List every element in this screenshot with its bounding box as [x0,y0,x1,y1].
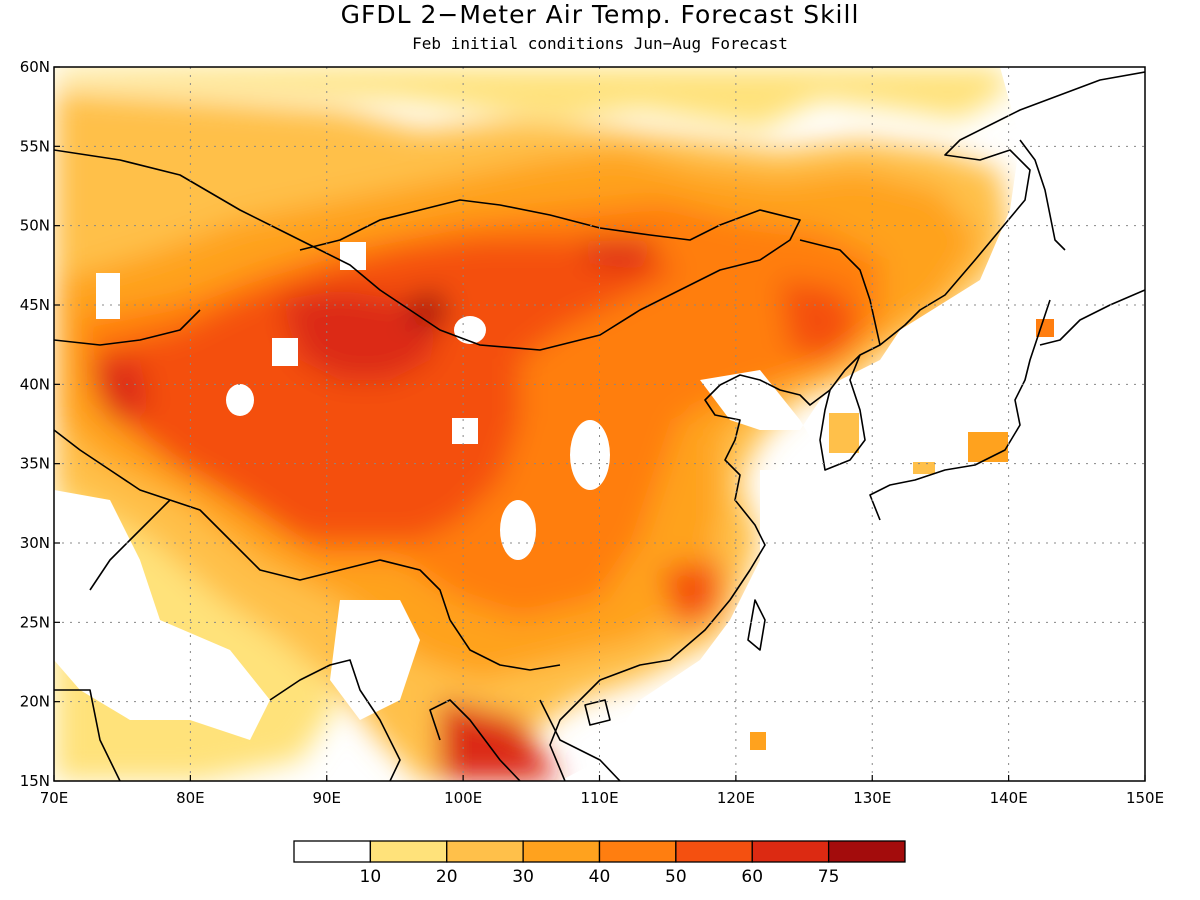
lon-tick-label: 100E [444,789,482,807]
colorbar-swatch [675,840,753,863]
lon-tick-label: 140E [990,789,1028,807]
lat-tick-label: 60N [20,58,50,76]
colorbar-swatch [369,840,448,863]
colorbar-swatch [598,840,677,863]
lat-tick-label: 35N [20,455,50,473]
lat-tick-label: 30N [20,534,50,552]
colorbar-swatch [751,840,830,863]
lon-tick-label: 120E [717,789,755,807]
colorbar-label: 10 [360,867,382,887]
lat-tick-label: 20N [20,693,50,711]
map-title: GFDL 2−Meter Air Temp. Forecast Skill [340,0,860,29]
lon-tick-label: 150E [1126,789,1164,807]
map-subtitle: Feb initial conditions Jun−Aug Forecast [412,34,788,53]
lon-tick-label: 130E [853,789,891,807]
colorbar-label: 40 [589,867,611,887]
lon-tick-label: 110E [580,789,618,807]
graticule [54,67,1145,781]
lat-tick-label: 25N [20,613,50,631]
colorbar-label: 30 [512,867,534,887]
lat-tick-label: 15N [20,772,50,790]
lat-tick-label: 40N [20,375,50,393]
colorbar-swatch [293,840,372,863]
skill-field [54,67,1145,781]
colorbar-label: 50 [665,867,687,887]
coastlines [54,71,1145,781]
colorbar-label: 75 [818,867,840,887]
lon-tick-label: 90E [312,789,341,807]
lat-tick-label: 45N [20,296,50,314]
lon-tick-labels: 70E 80E 90E 100E 110E 120E 130E 140E 150E [40,775,1164,807]
lat-tick-label: 50N [20,217,50,235]
colorbar-swatch [827,840,906,863]
lat-tick-labels: 15N 20N 25N 30N 35N 40N 45N 50N 55N 60N [20,58,60,790]
lat-tick-label: 55N [20,137,50,155]
colorbar: 10 20 30 40 50 60 75 [293,840,906,887]
colorbar-swatch [446,840,524,863]
colorbar-swatch [522,840,601,863]
lon-tick-label: 70E [40,789,69,807]
colorbar-label: 20 [436,867,458,887]
lon-tick-label: 80E [176,789,205,807]
colorbar-label: 60 [741,867,763,887]
